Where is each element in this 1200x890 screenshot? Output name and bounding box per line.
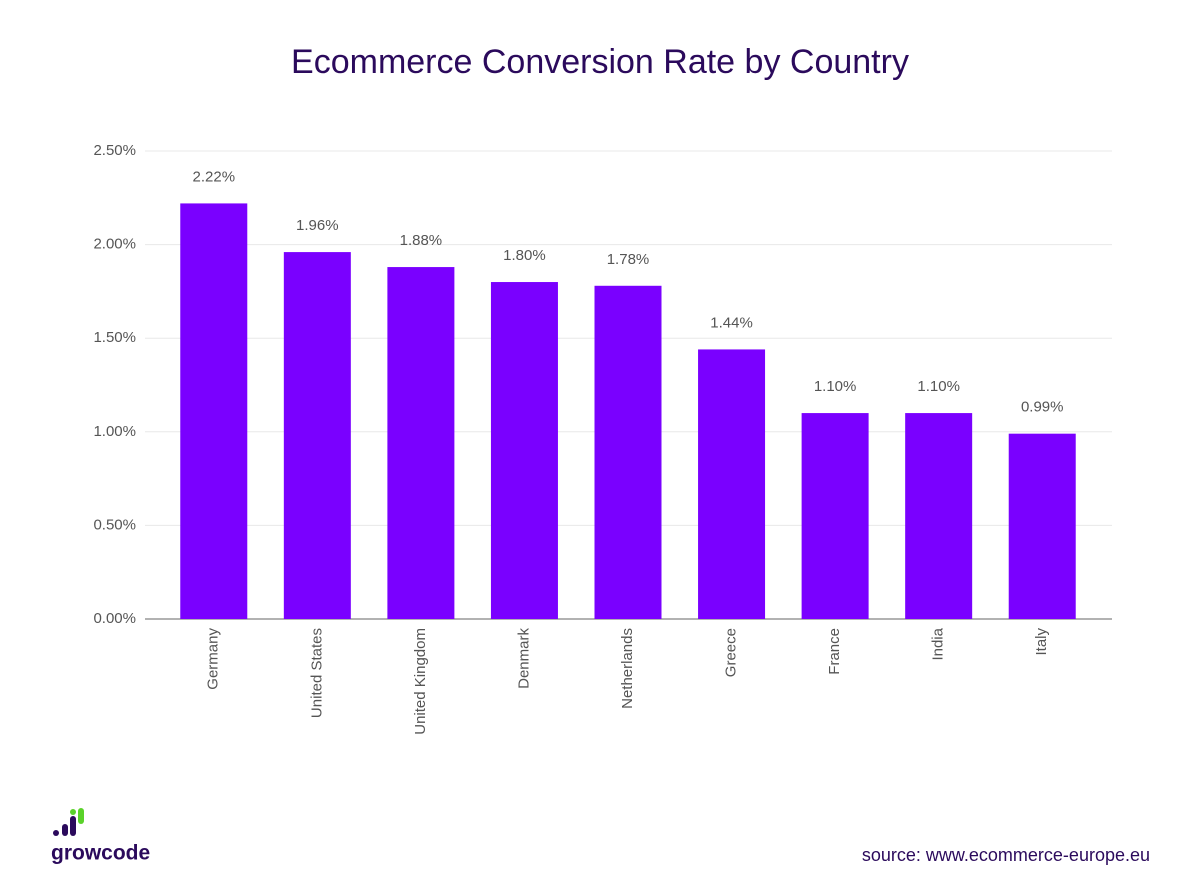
x-tick-label: United States [308, 628, 325, 718]
value-label: 1.10% [917, 378, 960, 395]
y-tick-label: 0.50% [93, 516, 136, 533]
x-tick-label: Netherlands [619, 628, 636, 709]
x-tick-label: India [930, 627, 947, 660]
bar [1008, 433, 1076, 619]
value-label: 1.44% [710, 314, 753, 331]
bar [283, 252, 351, 619]
bar [180, 203, 248, 619]
y-tick-label: 1.50% [93, 329, 136, 346]
x-tick-label: Greece [723, 628, 740, 677]
y-tick-label: 2.50% [93, 142, 136, 159]
x-tick-label: Germany [205, 628, 222, 690]
value-label: 2.22% [193, 168, 236, 185]
x-tick-label: Italy [1033, 628, 1050, 656]
value-label: 1.88% [400, 232, 443, 249]
logo-text: growcode [51, 842, 150, 865]
bar [698, 349, 766, 619]
x-tick-label: France [826, 628, 843, 675]
logo-icon [53, 808, 84, 836]
bar [594, 285, 662, 619]
value-label: 1.80% [503, 247, 546, 264]
bar [387, 267, 455, 619]
x-tick-label: Denmark [515, 628, 532, 689]
bar [801, 413, 869, 619]
value-label: 0.99% [1021, 399, 1064, 416]
y-tick-label: 1.00% [93, 423, 136, 440]
chart-title: Ecommerce Conversion Rate by Country [291, 43, 909, 81]
value-label: 1.78% [607, 251, 650, 268]
y-tick-label: 2.00% [93, 236, 136, 253]
y-tick-label: 0.00% [93, 610, 136, 627]
source: source: www.ecommerce-europe.eu [862, 845, 1150, 865]
x-tick-label: United Kingdom [412, 628, 429, 735]
value-label: 1.96% [296, 217, 339, 234]
value-label: 1.10% [814, 378, 857, 395]
bar [490, 282, 558, 619]
bar [905, 413, 973, 619]
